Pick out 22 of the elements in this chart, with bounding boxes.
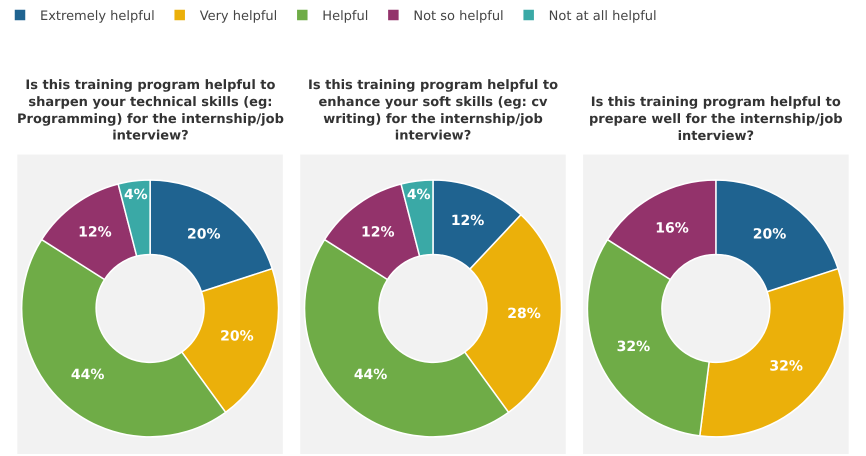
- chart-title: Is this training program helpful to prepare well for the internship/job interview?: [589, 95, 843, 144]
- data-label: 20%: [752, 226, 786, 243]
- data-label: 12%: [78, 224, 112, 240]
- legend-label: Helpful: [322, 9, 368, 24]
- chart-title: Is this training program helpful to enhance your soft skills (eg: cv writing) for the internship/job interview?: [308, 78, 558, 144]
- data-label: 44%: [70, 366, 104, 383]
- data-label: 28%: [507, 306, 541, 322]
- data-label: 44%: [354, 366, 388, 383]
- legend-label: Very helpful: [200, 9, 278, 24]
- data-label: 32%: [769, 358, 803, 375]
- data-label: 12%: [450, 213, 484, 230]
- legend-label: Extremely helpful: [40, 9, 155, 24]
- data-label: 4%: [406, 187, 431, 204]
- legend-label: Not at all helpful: [548, 9, 657, 24]
- data-label: 12%: [361, 224, 395, 240]
- data-label: 4%: [124, 187, 148, 204]
- legend-label: Not so helpful: [413, 9, 504, 24]
- data-label: 32%: [616, 339, 650, 356]
- data-label: 16%: [655, 220, 689, 236]
- data-label: 20%: [220, 328, 254, 345]
- data-label: 20%: [186, 226, 220, 243]
- text: Is this training program helpful to sharpen your technical skills (eg: Programming) for the internship/job interview?: [17, 78, 284, 144]
